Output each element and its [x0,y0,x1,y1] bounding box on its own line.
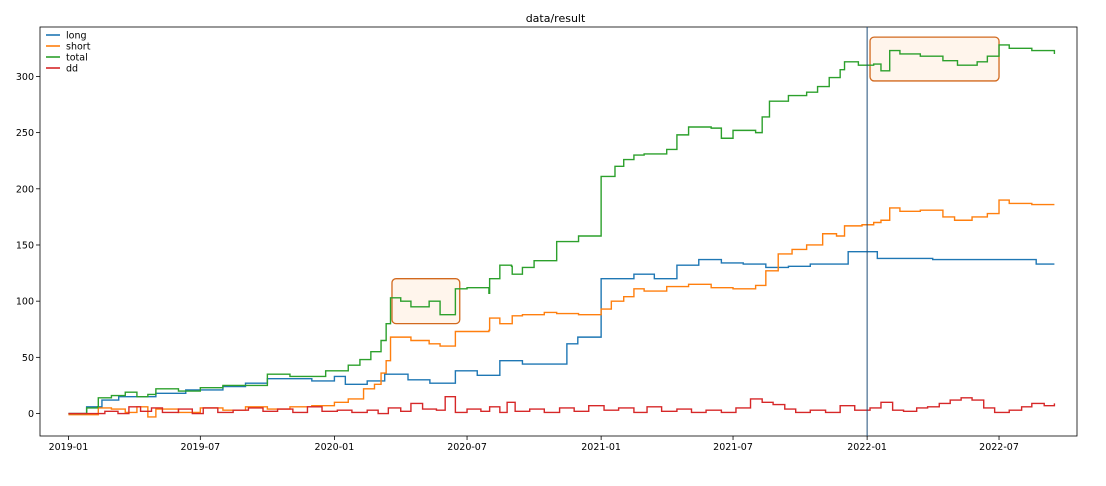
highlight-box-1 [391,278,461,325]
y-tick-label: 50 [22,353,34,364]
x-tick-label: 2022-07 [979,442,1019,453]
x-tick-label: 2020-01 [315,442,355,453]
highlight-boxes [391,36,1000,325]
series-line-total [68,44,1056,415]
chart-title: data/result [526,12,586,25]
y-tick-label: 300 [16,72,34,83]
x-tick-label: 2021-01 [581,442,621,453]
y-tick-label: 150 [16,240,34,251]
y-tick-label: 0 [28,409,34,420]
x-tick-label: 2019-07 [180,442,220,453]
y-axis: 0 50 100 150 200 250 300 [16,72,40,420]
x-axis: 2019-01 2019-07 2020-01 2020-07 2021-01 2021-… [49,436,1019,453]
y-tick-label: 100 [16,297,34,308]
x-tick-label: 2021-07 [713,442,753,453]
series-line-dd [68,395,1056,415]
legend-label-long: long [66,31,87,42]
highlight-box-2 [869,36,1000,82]
x-tick-label: 2020-07 [447,442,487,453]
series-line-short [68,199,1055,418]
series-lines [68,44,1056,418]
y-tick-label: 200 [16,184,34,195]
legend-label-dd: dd [66,64,78,75]
x-tick-label: 2019-01 [49,442,89,453]
y-tick-label: 250 [16,128,34,139]
legend-label-total: total [66,53,88,64]
x-tick-label: 2022-01 [847,442,887,453]
plot-frame [39,26,1078,437]
legend-label-short: short [66,42,91,53]
